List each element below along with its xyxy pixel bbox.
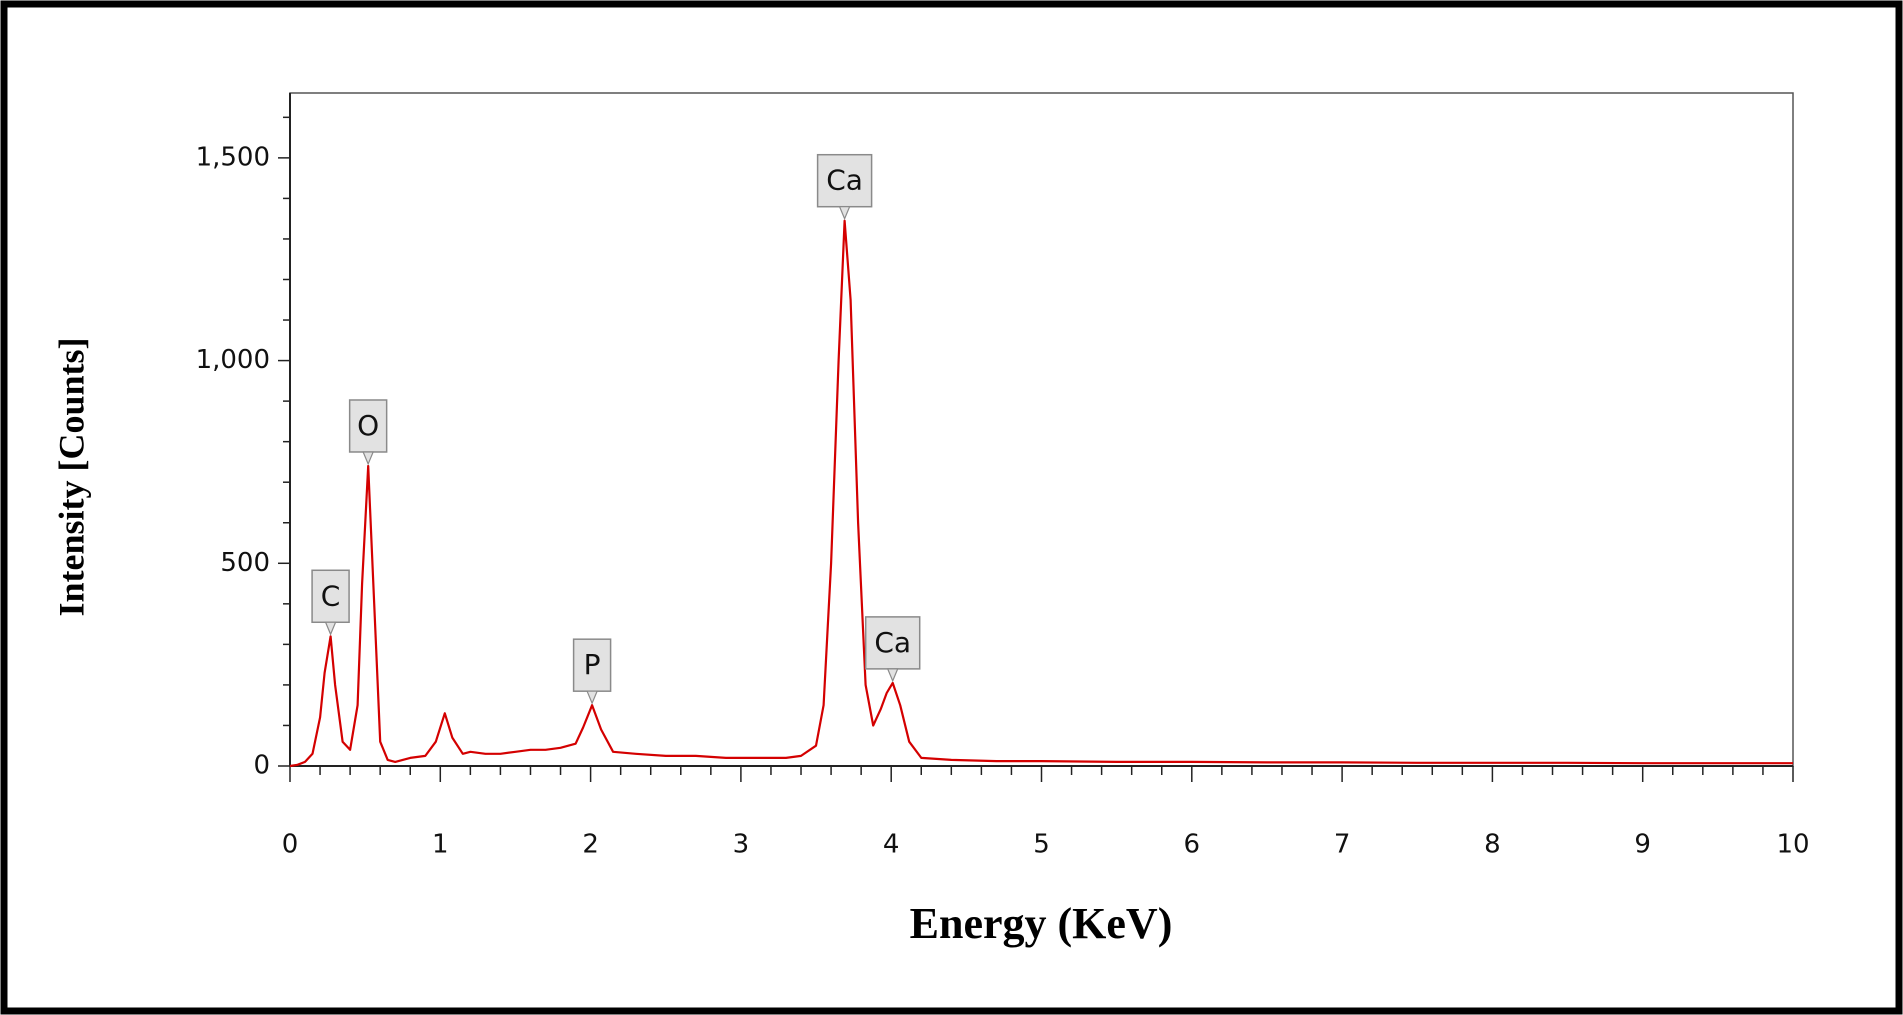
x-tick-label: 7 bbox=[1334, 830, 1351, 860]
peak-label-box bbox=[864, 616, 921, 670]
x-tick-label: 3 bbox=[733, 830, 750, 860]
peak-label-text: Ca bbox=[874, 626, 911, 659]
plot-frame bbox=[289, 92, 1794, 767]
peak-label-text: O bbox=[357, 409, 379, 442]
x-tick-label: 8 bbox=[1484, 830, 1501, 860]
x-tick-label: 9 bbox=[1634, 830, 1651, 860]
peak-label-box bbox=[572, 638, 612, 692]
peak-label: P bbox=[572, 638, 612, 705]
peak-label-text: P bbox=[584, 648, 601, 681]
peak-label-pointer bbox=[886, 668, 899, 683]
peak-label: Ca bbox=[864, 616, 921, 683]
x-tick-label: 6 bbox=[1184, 830, 1201, 860]
peak-label-text: Ca bbox=[826, 164, 863, 197]
peak-label-pointer bbox=[586, 690, 599, 705]
peak-label-pointer bbox=[362, 451, 375, 466]
spectrum-line bbox=[289, 219, 1793, 768]
peak-label-pointer bbox=[838, 206, 851, 221]
peak-label: O bbox=[348, 399, 388, 466]
x-tick-label: 5 bbox=[1033, 830, 1050, 860]
x-tick-label: 1 bbox=[432, 830, 449, 860]
y-tick-label: 1,000 bbox=[196, 345, 270, 375]
peak-label-pointer bbox=[324, 621, 337, 636]
peak-label-text: C bbox=[321, 579, 341, 612]
peak-label-box bbox=[348, 399, 388, 453]
y-tick-label: 0 bbox=[253, 751, 270, 781]
y-axis-title: Intensity [Counts] bbox=[51, 337, 91, 616]
x-tick-label: 4 bbox=[883, 830, 900, 860]
y-tick-label: 500 bbox=[220, 548, 270, 578]
peak-label: C bbox=[311, 569, 350, 636]
x-tick-label: 2 bbox=[582, 830, 599, 860]
peak-label-box bbox=[816, 153, 873, 208]
peak-label: Ca bbox=[816, 153, 873, 221]
y-tick-label: 1,500 bbox=[196, 142, 270, 172]
x-tick-label: 10 bbox=[1776, 830, 1809, 860]
peak-label-box bbox=[311, 569, 350, 624]
x-axis-title: Energy (KeV) bbox=[910, 899, 1173, 948]
x-tick-label: 0 bbox=[282, 830, 299, 860]
